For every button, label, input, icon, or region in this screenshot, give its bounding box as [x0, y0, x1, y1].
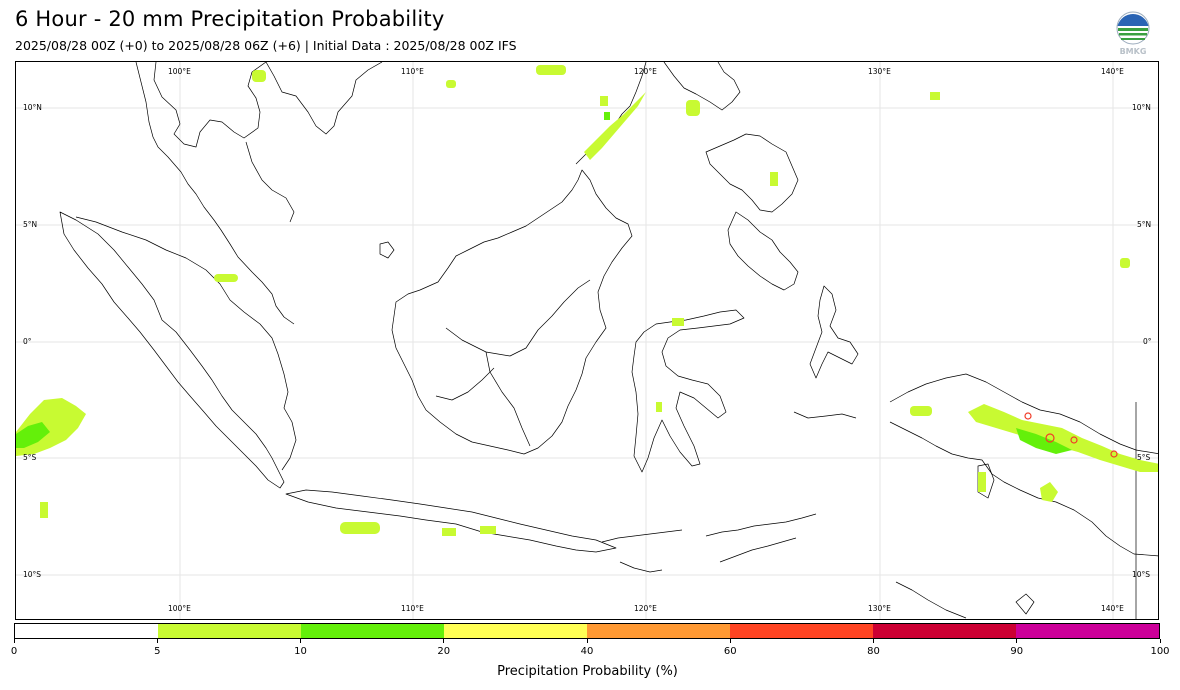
colorbar-title: Precipitation Probability (%)	[497, 664, 678, 679]
colorbar-segment	[15, 624, 158, 638]
colorbar-tick	[300, 639, 301, 643]
colorbar-tick-label: 20	[437, 646, 451, 657]
lon-label-bottom: 110°E	[401, 604, 424, 613]
lat-label-right: 10°N	[1132, 103, 1151, 112]
precip-green-areas	[16, 112, 1072, 454]
colorbar-segment	[873, 624, 1016, 638]
colorbar-tick-label: 10	[294, 646, 307, 657]
lat-label-left: 5°N	[23, 220, 38, 229]
colorbar-segment	[1016, 624, 1159, 638]
colorbar-tick-label: 0	[10, 646, 18, 657]
lat-label-left: 0°	[23, 337, 32, 346]
coastlines	[59, 62, 1158, 619]
map-canvas	[16, 62, 1158, 619]
colorbar	[14, 623, 1160, 639]
colorbar-tick-label: 100	[1150, 646, 1170, 657]
page-title: 6 Hour - 20 mm Precipitation Probability	[15, 7, 445, 31]
lon-label-bottom: 100°E	[168, 604, 191, 613]
colorbar-tick-label: 5	[154, 646, 161, 657]
logo-text: BMKG	[1120, 47, 1147, 56]
lat-label-right: 10°S	[1132, 570, 1151, 579]
colorbar-segment	[301, 624, 444, 638]
colorbar-segment	[444, 624, 587, 638]
bmkg-logo: BMKG	[1114, 11, 1152, 57]
page-subtitle: 2025/08/28 00Z (+0) to 2025/08/28 06Z (+…	[15, 38, 517, 53]
colorbar-tick	[1016, 639, 1018, 643]
lon-label-bottom: 140°E	[1101, 604, 1124, 613]
lon-label-bottom: 120°E	[634, 604, 657, 613]
lat-label-left: 10°S	[23, 570, 42, 579]
colorbar-tick-label: 60	[723, 646, 737, 657]
lat-label-right: 0°	[1143, 337, 1152, 346]
lon-label-top: 140°E	[1101, 67, 1124, 76]
graticule	[16, 62, 1158, 619]
colorbar-segment	[158, 624, 301, 638]
lon-label-bottom: 130°E	[868, 604, 891, 613]
colorbar-tick	[873, 639, 874, 643]
lat-label-right: 5°S	[1137, 453, 1151, 462]
map-panel: 100°E 110°E 120°E 130°E 140°E 100°E 110°…	[15, 61, 1159, 620]
colorbar-segment	[730, 624, 873, 638]
colorbar-tick	[443, 639, 445, 643]
precip-high-contours	[1024, 412, 1118, 458]
lat-label-right: 5°N	[1137, 220, 1152, 229]
lon-label-top: 130°E	[868, 67, 891, 76]
lon-label-top: 100°E	[168, 67, 191, 76]
colorbar-tick-label: 80	[867, 646, 880, 657]
colorbar-tick	[1159, 639, 1161, 643]
precip-lime-areas	[16, 65, 1158, 536]
colorbar-tick	[13, 639, 15, 643]
colorbar-tick	[156, 639, 158, 643]
colorbar-tick-label: 90	[1010, 646, 1024, 657]
lon-label-top: 110°E	[401, 67, 424, 76]
lon-label-top: 120°E	[634, 67, 657, 76]
lat-label-left: 10°N	[23, 103, 42, 112]
colorbar-segment	[587, 624, 730, 638]
colorbar-tick-label: 40	[580, 646, 594, 657]
lat-label-left: 5°S	[23, 453, 37, 462]
colorbar-tick	[586, 639, 588, 643]
colorbar-tick	[729, 639, 731, 643]
